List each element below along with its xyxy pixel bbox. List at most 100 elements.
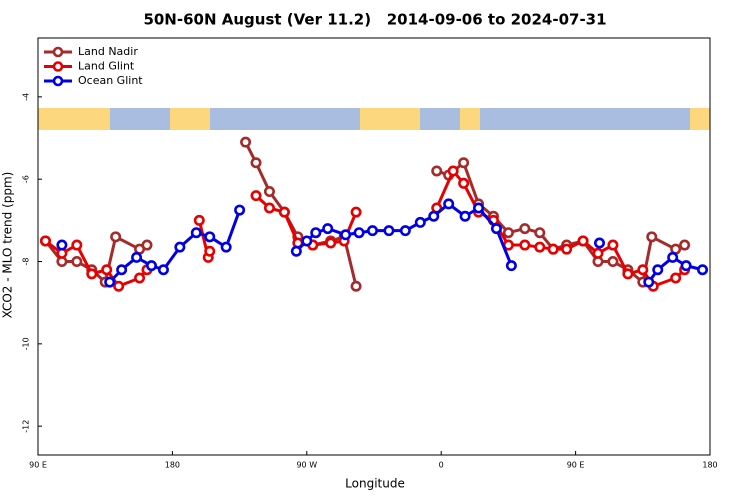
legend-marker (52, 61, 64, 72)
data-point (534, 227, 546, 239)
data-point (458, 157, 470, 169)
data-point (116, 264, 128, 276)
map-land (110, 108, 170, 130)
data-point (473, 202, 485, 214)
y-tick-label: -12 (22, 420, 31, 433)
data-point (667, 251, 679, 263)
data-point (71, 239, 83, 251)
data-point (350, 206, 362, 218)
data-point (325, 237, 337, 249)
data-point (310, 227, 322, 239)
data-point (607, 256, 619, 268)
data-point (101, 264, 113, 276)
data-point (278, 206, 290, 218)
data-point (534, 241, 546, 253)
data-point (301, 235, 313, 247)
data-point (697, 264, 709, 276)
data-point (190, 227, 202, 239)
x-tick-label: 180 (165, 461, 180, 470)
data-point (234, 204, 246, 216)
data-point (134, 272, 146, 284)
data-point (110, 231, 122, 243)
data-point (490, 223, 502, 235)
data-point (607, 239, 619, 251)
data-point (592, 247, 604, 259)
data-point (447, 165, 459, 177)
data-point (104, 276, 116, 288)
data-point (502, 227, 514, 239)
data-point (459, 210, 471, 222)
data-point (680, 260, 692, 272)
series-line (44, 169, 686, 288)
series-line (44, 141, 686, 287)
data-point (652, 264, 664, 276)
data-point (458, 177, 470, 189)
x-tick-label: 90 W (296, 461, 317, 470)
data-point (340, 229, 352, 241)
data-point (414, 216, 426, 228)
data-point (561, 243, 573, 255)
data-point (577, 235, 589, 247)
y-axis-label: XCO2 - MLO trend (ppm) (1, 172, 15, 319)
legend-marker (52, 46, 64, 58)
data-point (250, 157, 262, 169)
y-tick-label: -6 (22, 175, 31, 183)
data-point (263, 202, 275, 214)
map-land (210, 108, 360, 130)
x-tick-label: 90 E (29, 461, 47, 470)
data-point (290, 245, 302, 257)
data-point (56, 239, 68, 251)
data-point (443, 198, 455, 210)
map-strip (38, 108, 710, 130)
data-point (353, 227, 365, 239)
data-point (174, 241, 186, 253)
data-point (193, 214, 205, 226)
x-axis-label: Longitude (345, 477, 405, 491)
data-point (670, 272, 682, 284)
data-point (519, 239, 531, 251)
data-point (240, 136, 252, 148)
chart-title: 50N-60N August (Ver 11.2) 2014-09-06 to … (143, 11, 606, 29)
data-point (145, 260, 157, 272)
data-point (204, 231, 216, 243)
map-land (420, 108, 460, 130)
data-point (399, 225, 411, 237)
x-tick-label: 180 (702, 461, 717, 470)
data-point (431, 165, 443, 177)
y-tick-label: -10 (22, 337, 31, 350)
data-point (131, 251, 143, 263)
legend-marker (52, 75, 64, 87)
data-point (204, 245, 216, 257)
legend-label: Ocean Glint (78, 74, 143, 87)
data-point (250, 190, 262, 202)
data-point (86, 268, 98, 280)
data-point (643, 276, 655, 288)
data-point (263, 186, 275, 198)
data-point (383, 225, 395, 237)
data-point (157, 264, 169, 276)
data-point (505, 260, 517, 272)
legend-label: Land Nadir (78, 45, 138, 58)
data-point (322, 223, 334, 235)
data-point (646, 231, 658, 243)
data-point (220, 241, 232, 253)
plot-frame (37, 37, 711, 456)
data-point (71, 256, 83, 268)
legend-label: Land Glint (78, 60, 135, 73)
data-point (593, 237, 605, 249)
data-point (113, 280, 125, 292)
data-point (519, 223, 531, 235)
y-tick-label: -4 (22, 93, 31, 101)
map-land (480, 108, 690, 130)
x-tick-label: 0 (439, 461, 444, 470)
data-point (39, 235, 51, 247)
data-point (367, 225, 379, 237)
y-tick-label: -8 (22, 258, 31, 266)
data-point (428, 210, 440, 222)
data-point (350, 280, 362, 292)
data-point (637, 264, 649, 276)
data-point (547, 243, 559, 255)
data-point (679, 239, 691, 251)
data-point (141, 239, 153, 251)
